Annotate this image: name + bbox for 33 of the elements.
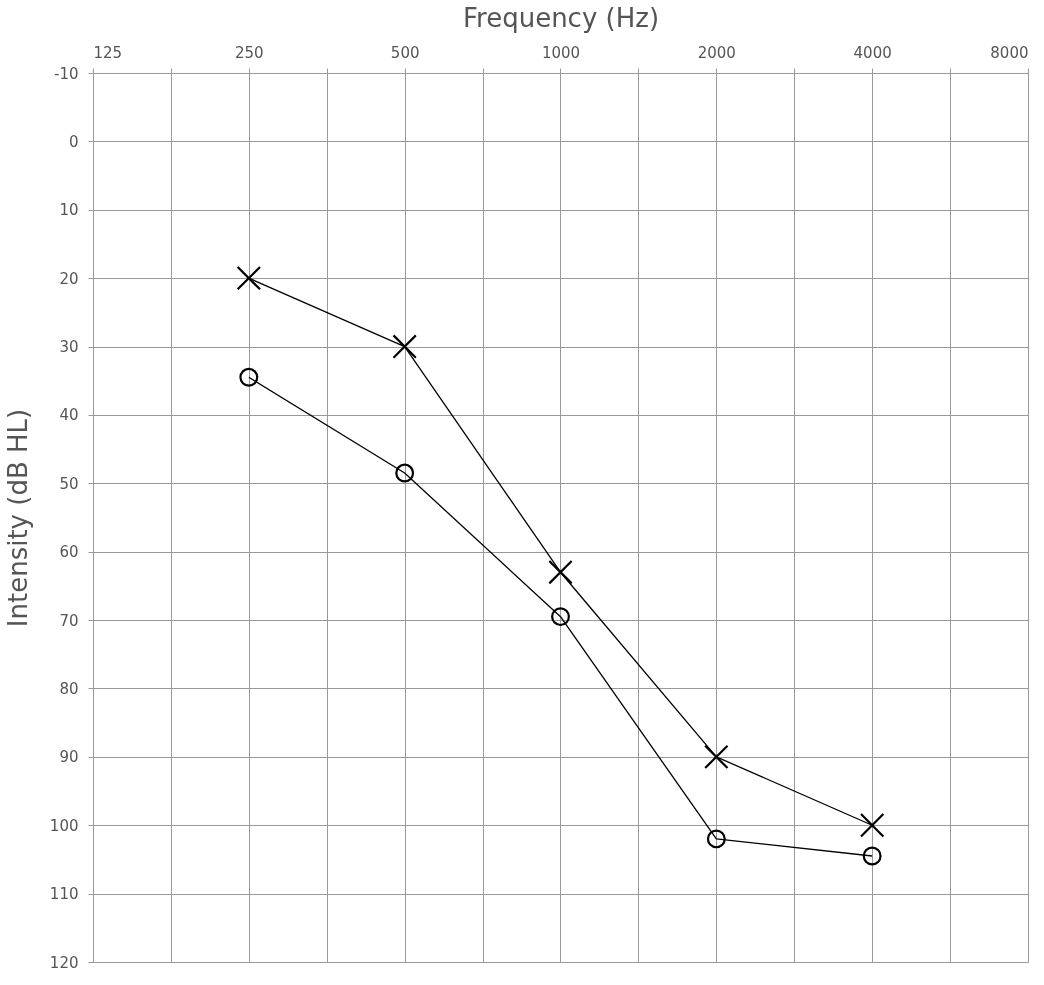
point: [862, 846, 882, 866]
y-tick-label: 120: [49, 953, 79, 972]
x-axis-title: Frequency (Hz): [462, 2, 660, 33]
y-tick-label: 50: [59, 474, 79, 493]
x-tick-label: 250: [235, 43, 264, 62]
x-tick-label: 2000: [697, 43, 736, 62]
y-tick-label: 40: [59, 406, 79, 425]
y-tick-label: 80: [59, 679, 79, 698]
y-tick-label: 10: [59, 201, 79, 220]
y-axis-title: Intensity (dB HL): [2, 408, 33, 628]
point: [706, 829, 726, 849]
point: [236, 265, 262, 291]
y-tick-label: 70: [59, 611, 79, 630]
x-tick-label: 4000: [853, 43, 892, 62]
y-tick-label: 20: [59, 269, 79, 288]
y-tick-label: 0: [68, 132, 79, 151]
y-tick-label: 60: [59, 543, 79, 562]
point: [704, 744, 729, 770]
y-tick-label: 90: [59, 748, 79, 767]
point: [395, 463, 415, 483]
y-tick-label: 110: [49, 885, 79, 904]
point: [551, 607, 570, 627]
y-tick-label: 30: [59, 338, 79, 357]
x-tick-label: 125: [93, 43, 123, 62]
point: [548, 559, 573, 585]
point: [392, 334, 417, 359]
x-tick-label: 8000: [990, 43, 1029, 62]
y-tick-label: 100: [49, 816, 79, 835]
point: [859, 812, 885, 838]
y-tick-label: -10: [54, 64, 79, 83]
x-tick-label: 500: [390, 43, 420, 62]
x-tick-label: 1000: [541, 43, 581, 62]
point: [239, 367, 259, 387]
